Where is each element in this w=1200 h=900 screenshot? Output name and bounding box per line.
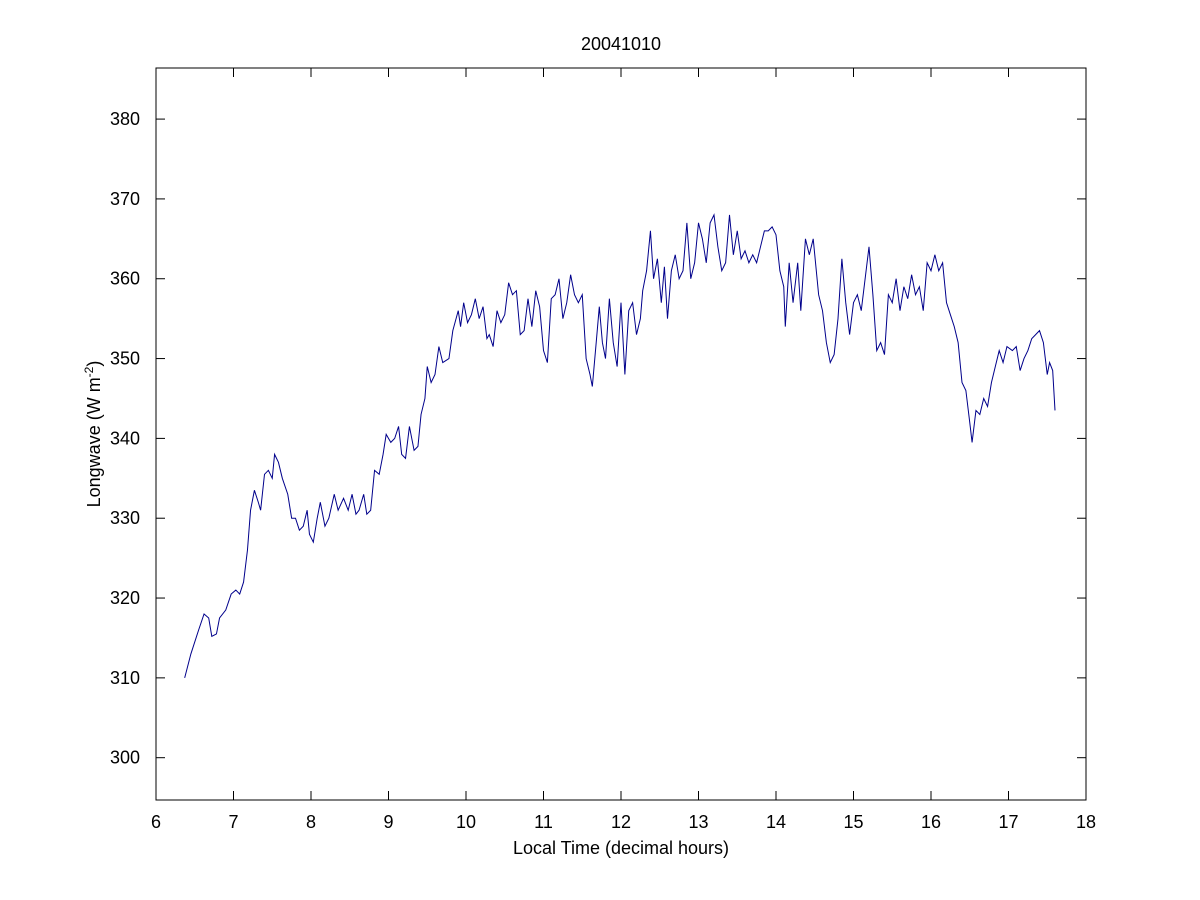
x-tick-label: 18 [1076,812,1096,832]
x-tick-label: 14 [766,812,786,832]
x-tick-label: 7 [228,812,238,832]
y-tick-label: 380 [110,109,140,129]
x-tick-label: 16 [921,812,941,832]
x-tick-label: 10 [456,812,476,832]
x-axis-label: Local Time (decimal hours) [513,838,729,858]
y-tick-label: 360 [110,269,140,289]
y-label-text: Longwave (W m [84,377,104,507]
y-tick-label: 300 [110,748,140,768]
x-tick-label: 9 [383,812,393,832]
y-tick-label: 320 [110,588,140,608]
y-tick-label: 370 [110,189,140,209]
x-tick-label: 6 [151,812,161,832]
y-tick-label: 350 [110,349,140,369]
y-tick-label: 310 [110,668,140,688]
x-tick-label: 15 [843,812,863,832]
y-tick-label: 330 [110,508,140,528]
x-tick-label: 17 [998,812,1018,832]
x-tick-label: 12 [611,812,631,832]
plot-area [155,67,1087,801]
x-tick-label: 8 [306,812,316,832]
x-tick-label: 11 [534,812,553,832]
chart-title: 20041010 [581,34,661,54]
y-tick-label: 340 [110,428,140,448]
y-axis-label: Longwave (W m-2) [82,361,104,508]
x-tick-label: 13 [688,812,708,832]
y-label-superscript: -2 [82,366,96,377]
data-line [184,213,1056,678]
y-label-suffix: ) [84,361,104,367]
